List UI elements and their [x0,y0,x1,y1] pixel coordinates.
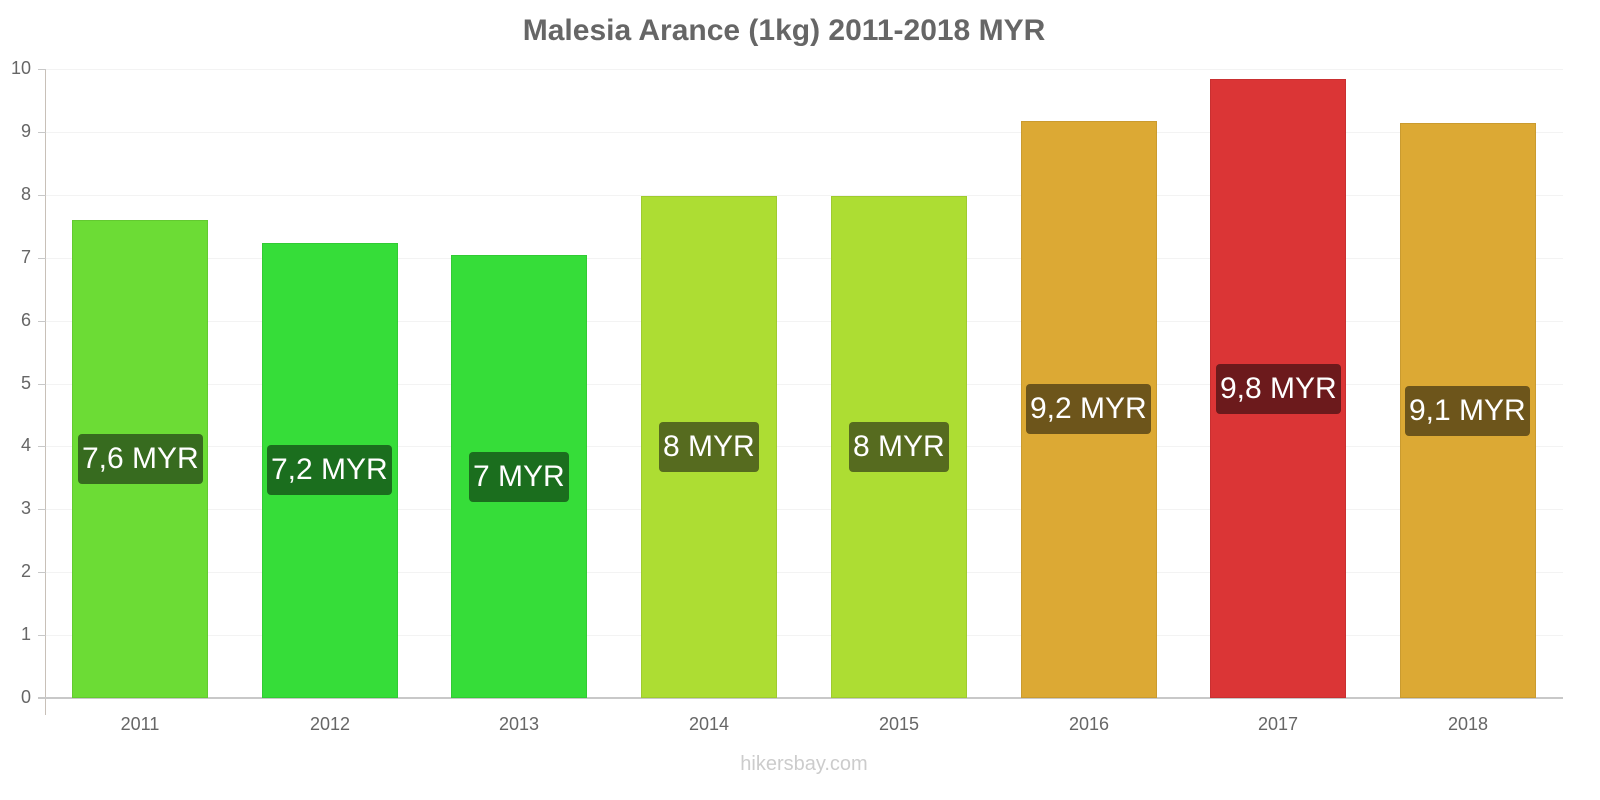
y-tick-mark [38,384,46,385]
y-tick-mark [38,321,46,322]
y-tick-mark [38,635,46,636]
bar-value-label: 9,2 MYR [1026,384,1151,434]
bar-value-label: 7,6 MYR [78,434,203,484]
x-tick-label: 2018 [1447,714,1489,734]
bar-value-label: 7 MYR [469,452,569,502]
y-tick-label: 4 [20,435,31,455]
gridline [46,509,1563,510]
gridline [46,258,1563,259]
y-tick-mark [38,195,46,196]
gridline [46,195,1563,196]
bar-value-label: 9,8 MYR [1216,364,1341,414]
x-tick-label: 2012 [309,714,351,734]
gridline [46,384,1563,385]
chart-title: Malesia Arance (1kg) 2011-2018 MYR [522,14,1046,47]
gridline [46,69,1563,70]
x-tick-label: 2011 [120,714,160,734]
y-tick-mark [38,446,46,447]
y-tick-mark [38,509,46,510]
x-tick-label: 2016 [1068,714,1110,734]
gridline [46,635,1563,636]
y-tick-label: 2 [20,561,31,581]
y-tick-label: 1 [20,624,31,644]
x-tick-label: 2014 [688,714,730,734]
bar-value-label: 8 MYR [849,422,949,472]
y-tick-mark [38,698,46,699]
gridline [46,132,1563,133]
x-tick-label: 2015 [878,714,920,734]
y-tick-label: 10 [10,58,31,78]
gridline [46,321,1563,322]
y-tick-label: 7 [20,247,31,267]
source-watermark: hikersbay.com [740,753,868,775]
gridline [46,572,1563,573]
x-tick-label: 2017 [1257,714,1299,734]
y-axis-line [45,69,46,715]
x-axis-line [38,697,1563,699]
bar-value-label: 7,2 MYR [267,445,392,495]
x-tick-label: 2013 [498,714,540,734]
y-tick-label: 5 [20,373,31,393]
y-tick-mark [38,132,46,133]
y-tick-label: 0 [20,687,31,707]
bar-value-label: 9,1 MYR [1405,386,1530,436]
gridline [46,446,1563,447]
y-tick-label: 6 [20,310,31,330]
y-tick-label: 3 [20,498,31,518]
y-tick-mark [38,69,46,70]
y-tick-label: 9 [20,121,31,141]
y-tick-label: 8 [20,184,31,204]
y-tick-mark [38,572,46,573]
y-tick-mark [38,258,46,259]
bar-value-label: 8 MYR [659,422,759,472]
